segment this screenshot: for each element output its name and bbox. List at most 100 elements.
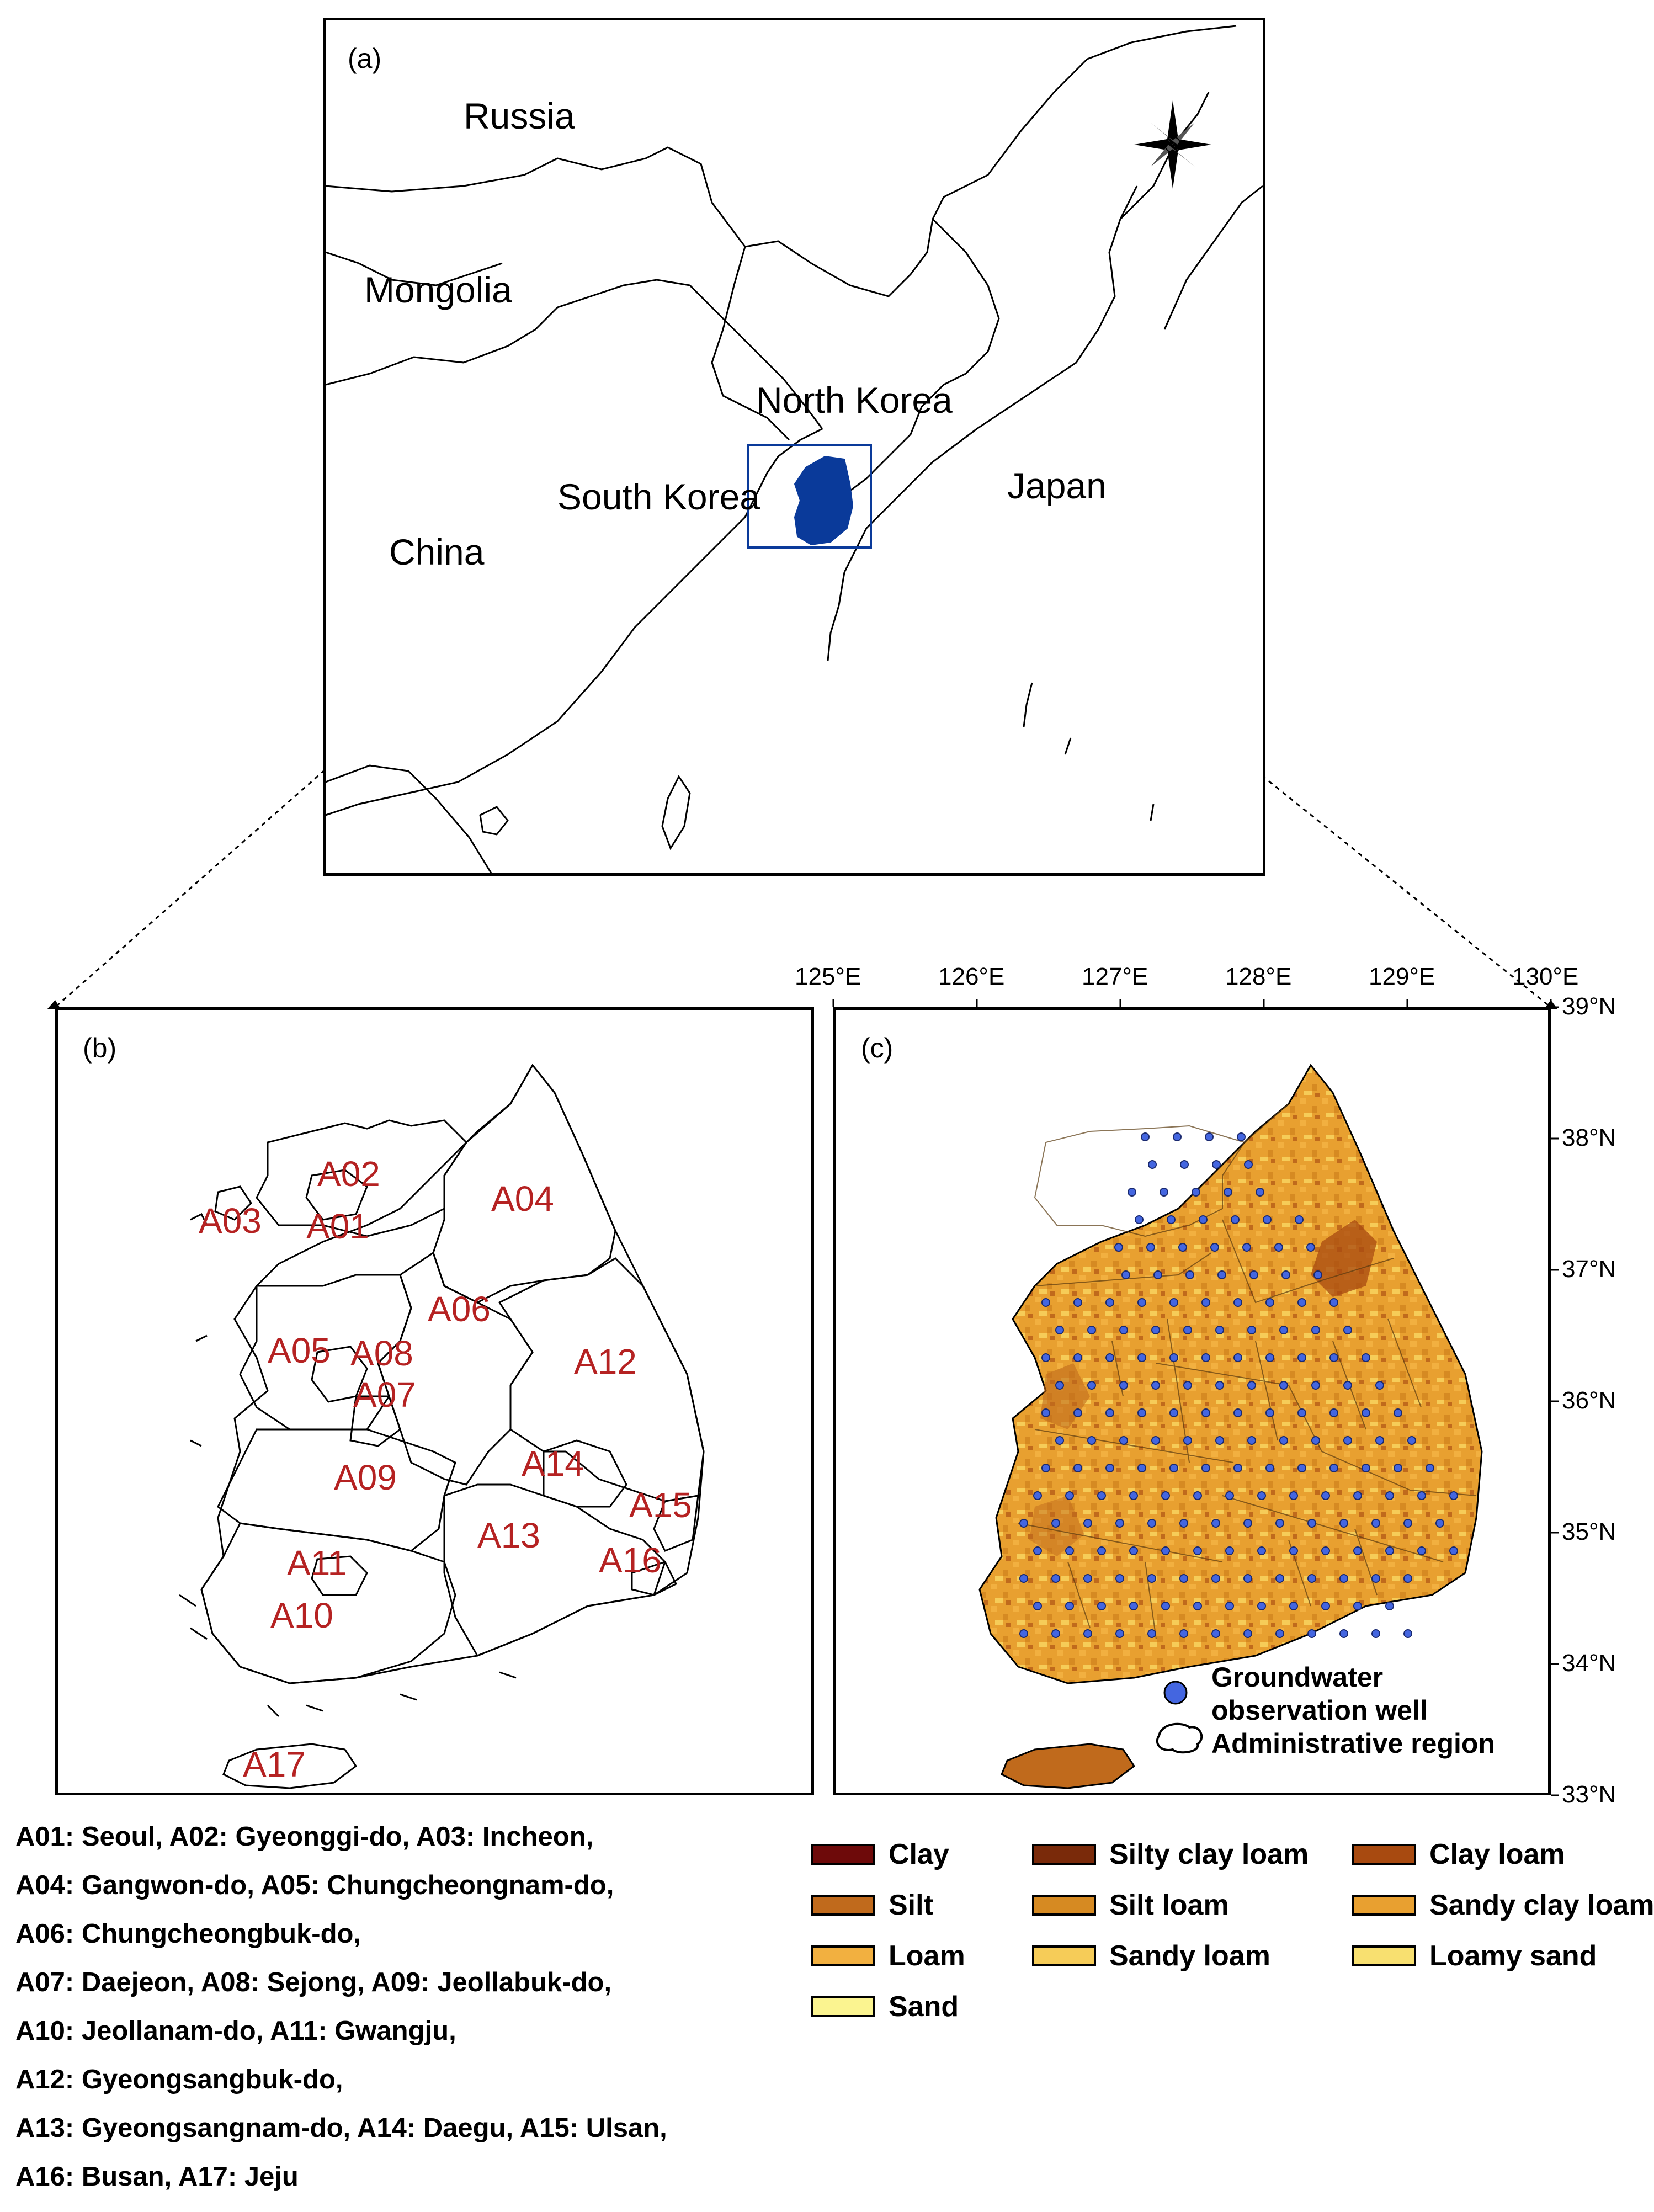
well-marker <box>1211 1519 1220 1528</box>
abbreviation-line: A16: Busan, A17: Jeju <box>15 2162 299 2192</box>
well-marker <box>1073 1298 1082 1307</box>
well-marker <box>1247 1381 1256 1390</box>
well-marker <box>1371 1519 1380 1528</box>
lat-tick-label: 33°N <box>1562 1781 1616 1808</box>
well-marker <box>1247 1326 1256 1334</box>
well-marker <box>1169 1408 1178 1417</box>
well-marker <box>1297 1353 1306 1362</box>
country-label-north-korea: North Korea <box>756 380 953 421</box>
soil-legend-swatch <box>811 1844 875 1865</box>
well-marker <box>1105 1408 1114 1417</box>
country-label-japan: Japan <box>1007 465 1107 506</box>
well-marker <box>1375 1436 1384 1445</box>
well-marker <box>1289 1602 1298 1610</box>
well-marker <box>1279 1436 1288 1445</box>
region-label-a06: A06 <box>428 1289 491 1329</box>
abbreviation-line: A13: Gyeongsangnam-do, A14: Daegu, A15: … <box>15 2113 667 2143</box>
soil-legend-label: Silt <box>889 1889 933 1921</box>
well-marker <box>1135 1215 1144 1224</box>
well-marker <box>1417 1491 1426 1500</box>
well-marker <box>1211 1629 1220 1638</box>
well-marker <box>1148 1160 1157 1169</box>
well-marker <box>1041 1408 1050 1417</box>
well-marker <box>1073 1408 1082 1417</box>
well-marker <box>1097 1546 1106 1555</box>
well-marker <box>1339 1519 1348 1528</box>
well-marker <box>1343 1381 1352 1390</box>
region-label-a16: A16 <box>599 1540 662 1580</box>
lon-tick-label: 128°E <box>1225 963 1292 990</box>
well-marker <box>1275 1574 1284 1583</box>
well-marker <box>1215 1381 1224 1390</box>
well-marker <box>1055 1381 1064 1390</box>
region-label-a04: A04 <box>491 1179 554 1219</box>
soil-legend-label: Sand <box>889 1991 959 2023</box>
legend-region: Administrative region <box>1211 1728 1495 1759</box>
soil-legend-label: Silty clay loam <box>1109 1838 1309 1870</box>
well-marker <box>1105 1464 1114 1472</box>
soil-legend-label: Silt loam <box>1109 1889 1229 1921</box>
well-marker <box>1192 1188 1200 1197</box>
well-marker <box>1339 1574 1348 1583</box>
well-marker <box>1115 1519 1124 1528</box>
well-marker <box>1167 1215 1176 1224</box>
well-marker <box>1321 1491 1330 1500</box>
country-label-mongolia: Mongolia <box>364 269 512 310</box>
region-label-a10: A10 <box>270 1596 333 1635</box>
well-marker <box>1233 1408 1242 1417</box>
well-marker <box>1257 1602 1266 1610</box>
lon-tick-label: 126°E <box>938 963 1005 990</box>
region-label-a14: A14 <box>522 1444 584 1483</box>
lat-tick-label: 39°N <box>1562 993 1616 1020</box>
well-marker <box>1449 1546 1458 1555</box>
soil-legend-item: Sandy loam <box>1032 1939 1270 1972</box>
well-marker <box>1225 1546 1234 1555</box>
well-marker <box>1265 1464 1274 1472</box>
well-marker <box>1193 1546 1202 1555</box>
well-marker <box>1362 1464 1370 1472</box>
soil-texture-raster <box>978 1064 1483 1789</box>
well-marker <box>1205 1132 1214 1141</box>
well-marker <box>1019 1629 1028 1638</box>
lat-tick-label: 34°N <box>1562 1650 1616 1677</box>
well-marker <box>1313 1270 1322 1279</box>
well-marker <box>1243 1574 1252 1583</box>
compass-rose-icon <box>1134 100 1211 189</box>
well-marker <box>1193 1602 1202 1610</box>
well-marker <box>1041 1298 1050 1307</box>
lon-tick-label: 130°E <box>1512 963 1579 990</box>
abbreviation-line: A01: Seoul, A02: Gyeonggi-do, A03: Inche… <box>15 1822 594 1852</box>
soil-legend-swatch <box>1352 1844 1416 1865</box>
region-label-a02: A02 <box>317 1154 380 1194</box>
panel-c-soil-texture-map: (c) Groundwater observation well Adminis… <box>833 1007 1551 1795</box>
well-marker <box>1295 1215 1304 1224</box>
well-marker <box>1275 1519 1284 1528</box>
region-label-a03: A03 <box>199 1201 262 1241</box>
well-marker <box>1279 1326 1288 1334</box>
well-marker <box>1105 1353 1114 1362</box>
well-marker <box>1233 1298 1242 1307</box>
well-marker <box>1311 1326 1320 1334</box>
well-marker <box>1180 1160 1189 1169</box>
well-marker <box>1403 1574 1412 1583</box>
panel-a-label: (a) <box>348 43 382 74</box>
soil-legend-swatch <box>1032 1945 1096 1966</box>
soil-legend-item: Silt loam <box>1032 1889 1229 1922</box>
well-marker <box>1169 1464 1178 1472</box>
south-korea-highlight <box>794 455 854 546</box>
well-marker <box>1217 1270 1226 1279</box>
region-label-a15: A15 <box>629 1485 692 1525</box>
region-label-a13: A13 <box>477 1516 540 1555</box>
well-marker <box>1311 1436 1320 1445</box>
well-marker <box>1329 1408 1338 1417</box>
soil-legend-swatch <box>1032 1844 1096 1865</box>
well-marker <box>1210 1243 1219 1252</box>
well-marker <box>1281 1270 1290 1279</box>
region-legend-shape <box>1156 1722 1203 1754</box>
well-marker <box>1087 1436 1096 1445</box>
well-marker <box>1201 1353 1210 1362</box>
lon-tick-label: 125°E <box>795 963 861 990</box>
soil-legend-item: Loam <box>811 1939 965 1972</box>
well-marker <box>1114 1243 1123 1252</box>
region-label-a09: A09 <box>334 1458 397 1497</box>
